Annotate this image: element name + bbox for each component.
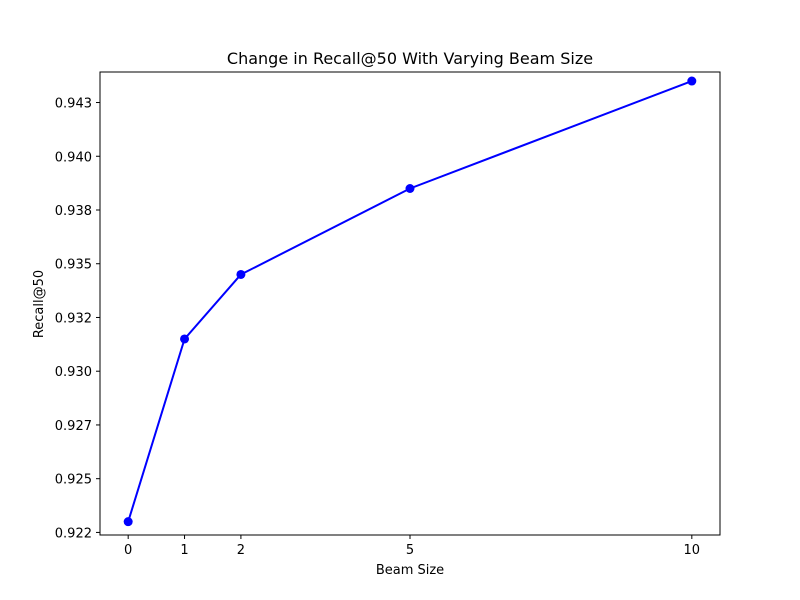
x-tick-label: 1	[180, 543, 188, 558]
y-tick-label: 0.922	[55, 526, 92, 541]
x-tick-label: 5	[406, 543, 414, 558]
data-point	[687, 76, 697, 86]
y-tick-label: 0.938	[55, 204, 92, 219]
x-tick-label: 2	[237, 543, 245, 558]
y-tick-label: 0.930	[55, 365, 92, 380]
y-axis-ticks: 0.922 0.925 0.927 0.930 0.932 0.935 0.938 0.940…	[55, 97, 100, 541]
data-point	[405, 184, 415, 194]
plot-area	[123, 76, 697, 527]
y-tick-label: 0.927	[55, 419, 92, 434]
series-line	[127, 80, 693, 522]
x-axis-ticks: 0 1 2 5 10	[124, 535, 700, 558]
y-tick-label: 0.932	[55, 311, 92, 326]
data-point	[123, 517, 133, 527]
data-point	[236, 269, 246, 279]
plot-frame	[99, 71, 721, 536]
chart-title: Change in Recall@50 With Varying Beam Si…	[227, 49, 593, 68]
x-tick-label: 10	[684, 543, 701, 558]
y-tick-label: 0.943	[55, 97, 92, 112]
data-point	[180, 334, 190, 344]
y-tick-label: 0.935	[55, 258, 92, 273]
y-tick-label: 0.925	[55, 473, 92, 488]
y-tick-label: 0.940	[55, 150, 92, 165]
x-tick-label: 0	[124, 543, 132, 558]
x-axis-label: Beam Size	[376, 563, 444, 578]
y-axis-label: Recall@50	[32, 270, 47, 338]
